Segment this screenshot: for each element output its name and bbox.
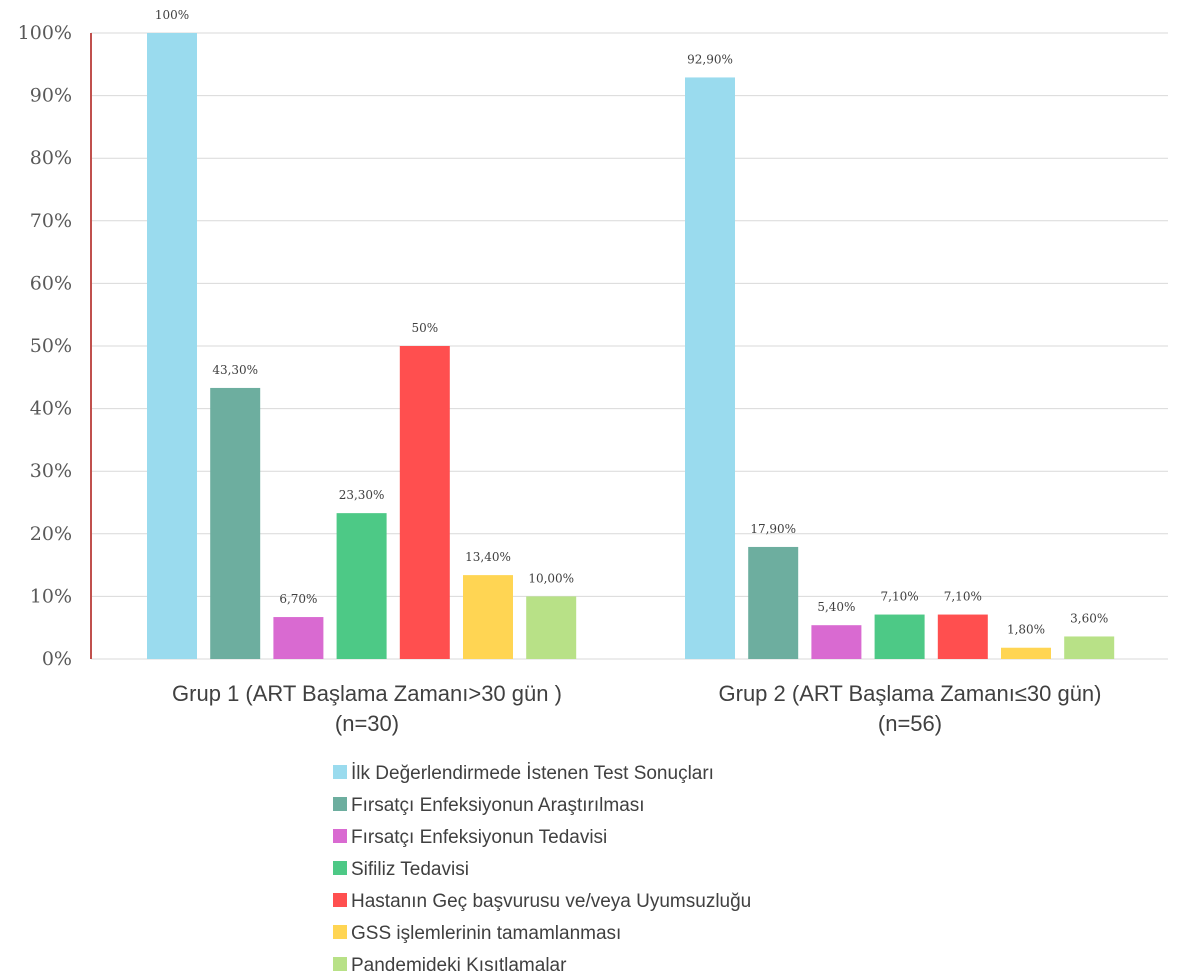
y-tick-label: 60% xyxy=(30,272,72,294)
data-label: 7,10% xyxy=(881,590,919,604)
y-tick-label: 70% xyxy=(30,210,72,232)
category-label: (n=30) xyxy=(335,711,399,736)
legend-label: Fırsatçı Enfeksiyonun Tedavisi xyxy=(351,827,607,848)
bar xyxy=(526,596,577,659)
legend-label: GSS işlemlerinin tamamlanması xyxy=(351,923,621,944)
legend-swatch xyxy=(333,829,347,843)
legend-label: Pandemideki Kısıtlamalar xyxy=(351,955,567,976)
bar xyxy=(874,614,925,659)
y-tick-label: 40% xyxy=(30,398,72,420)
data-label: 7,10% xyxy=(944,590,982,604)
legend-label: Fırsatçı Enfeksiyonun Araştırılması xyxy=(351,795,645,816)
data-label: 43,30% xyxy=(212,363,258,377)
bar xyxy=(748,546,799,659)
legend-swatch xyxy=(333,765,347,779)
bar xyxy=(685,77,735,660)
data-label: 6,70% xyxy=(279,592,317,606)
legend-swatch xyxy=(333,797,347,811)
data-label: 50% xyxy=(411,321,438,335)
data-label: 3,60% xyxy=(1070,611,1108,625)
bar xyxy=(463,575,513,659)
legend-swatch xyxy=(333,957,347,971)
y-tick-label: 50% xyxy=(30,335,72,357)
y-tick-label: 80% xyxy=(30,147,72,169)
legend-label: Sifiliz Tedavisi xyxy=(351,859,469,880)
bar xyxy=(399,346,450,659)
y-tick-label: 30% xyxy=(30,460,72,482)
bar xyxy=(336,513,387,659)
data-label: 92,90% xyxy=(687,52,733,66)
bar xyxy=(210,387,261,659)
category-label: (n=56) xyxy=(878,711,942,736)
data-label: 1,80% xyxy=(1007,623,1045,637)
legend-label: Hastanın Geç başvurusu ve/veya Uyumsuzlu… xyxy=(351,891,751,912)
legend-swatch xyxy=(333,893,347,907)
data-label: 17,90% xyxy=(750,522,796,536)
bar xyxy=(273,617,324,659)
data-label: 100% xyxy=(155,8,189,22)
legend-swatch xyxy=(333,861,347,875)
data-label: 5,40% xyxy=(817,600,855,614)
category-label: Grup 1 (ART Başlama Zamanı>30 gün ) xyxy=(172,681,562,706)
y-tick-label: 90% xyxy=(30,85,72,107)
bar xyxy=(147,33,197,659)
y-tick-label: 0% xyxy=(42,648,72,670)
category-label: Grup 2 (ART Başlama Zamanı≤30 gün) xyxy=(719,681,1102,706)
data-label: 13,40% xyxy=(465,550,511,564)
legend-label: İlk Değerlendirmede İstenen Test Sonuçla… xyxy=(351,763,714,784)
legend-swatch xyxy=(333,925,347,939)
bar xyxy=(1064,636,1115,659)
data-label: 23,30% xyxy=(339,488,385,502)
bar xyxy=(937,614,988,659)
y-tick-label: 10% xyxy=(30,585,72,607)
bar xyxy=(811,625,862,659)
y-tick-label: 20% xyxy=(30,523,72,545)
bar xyxy=(1001,647,1051,659)
y-tick-label: 100% xyxy=(18,22,72,44)
data-label: 10,00% xyxy=(528,571,574,585)
